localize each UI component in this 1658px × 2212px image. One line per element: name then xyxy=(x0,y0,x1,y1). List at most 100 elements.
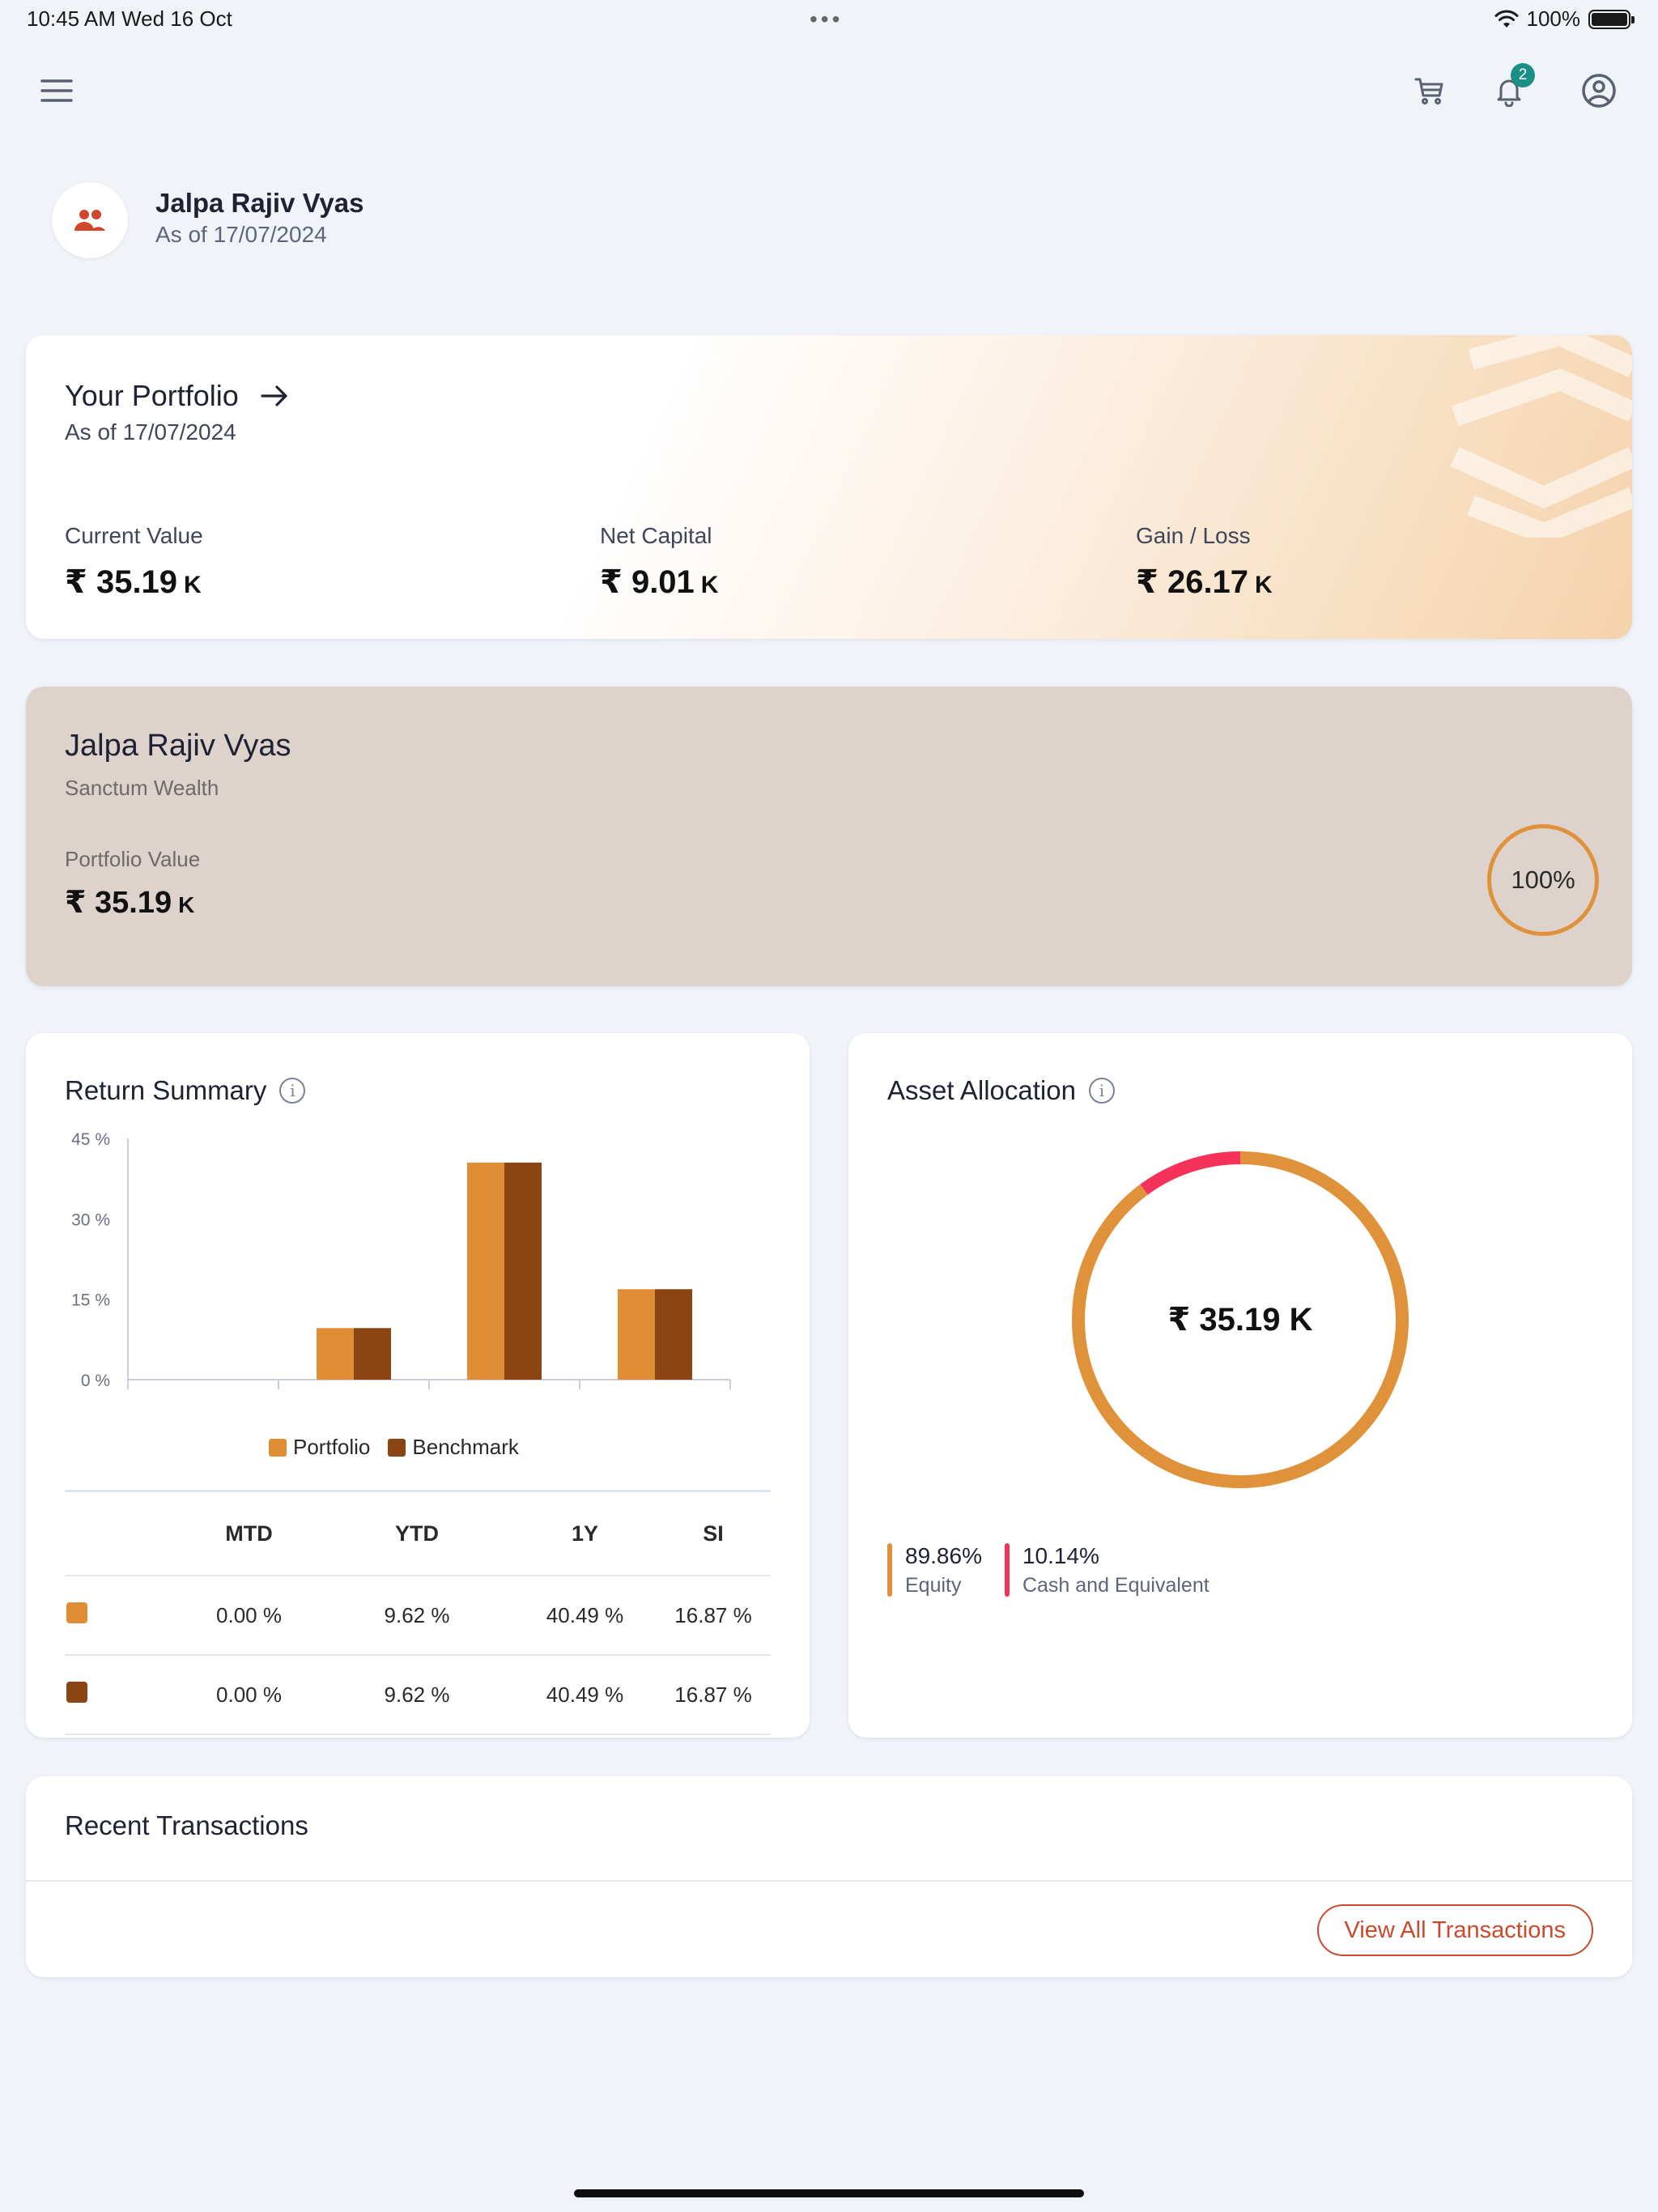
table-row: 0.00 % 9.62 % 40.49 % 16.87 % xyxy=(65,1576,771,1656)
profile-name: Jalpa Rajiv Vyas xyxy=(155,188,364,218)
legend-benchmark[interactable]: Benchmark xyxy=(388,1435,519,1460)
portfolio-value-label: Portfolio Value xyxy=(65,847,201,871)
legend-label: Benchmark xyxy=(412,1435,519,1459)
donut-center-total: ₹ 35.19 K xyxy=(1167,1302,1313,1338)
table-cell: 16.87 % xyxy=(674,1602,752,1627)
group-icon[interactable] xyxy=(52,182,128,258)
portfolio-share-ring: 100% xyxy=(1487,824,1599,936)
return-summary-header: Return Summary i xyxy=(65,1075,306,1106)
table-cell: 40.49 % xyxy=(546,1682,624,1707)
table-header: MTD xyxy=(225,1521,273,1546)
metric-net-capital: Net Capital ₹ 9.01 K xyxy=(600,523,718,601)
status-indicators: 100% xyxy=(1494,6,1635,32)
decorative-logo-pattern xyxy=(1450,335,1632,538)
bar-benchmark-1y xyxy=(504,1162,542,1380)
bar-portfolio-1y xyxy=(467,1162,504,1380)
table-cell: 9.62 % xyxy=(384,1682,450,1707)
metric-unit: K xyxy=(184,572,202,598)
metric-current-value: Current Value ₹ 35.19 K xyxy=(65,523,203,601)
table-header: 1Y xyxy=(571,1521,599,1546)
client-portfolio-card[interactable]: Jalpa Rajiv Vyas Sanctum Wealth Portfoli… xyxy=(26,687,1632,986)
asset-allocation-header: Asset Allocation i xyxy=(887,1075,1115,1106)
battery-icon xyxy=(1588,9,1635,29)
return-bar-chart: 0 % 15 % 30 % 45 % xyxy=(71,1130,731,1390)
metric-gain-loss: Gain / Loss ₹ 26.17 K xyxy=(1136,523,1273,601)
metric-label: Current Value xyxy=(65,523,203,548)
y-tick-label: 0 % xyxy=(81,1372,110,1390)
battery-percent: 100% xyxy=(1526,6,1581,31)
multitask-dots[interactable]: ••• xyxy=(810,6,844,32)
table-cell: 0.00 % xyxy=(216,1602,282,1627)
status-time: 10:45 AM Wed 16 Oct xyxy=(27,6,232,31)
portfolio-swatch xyxy=(66,1602,87,1623)
portfolio-value-unit: K xyxy=(178,892,195,917)
hamburger-menu-icon[interactable] xyxy=(32,66,81,115)
allocation-color-bar xyxy=(1004,1543,1010,1597)
allocation-item-equity[interactable]: 89.86% Equity xyxy=(887,1543,982,1597)
account-circle-icon[interactable] xyxy=(1575,66,1623,115)
asset-allocation-donut xyxy=(1072,1151,1409,1488)
cart-icon[interactable] xyxy=(1405,66,1454,115)
y-tick-label: 45 % xyxy=(71,1130,110,1149)
allocation-item-cash[interactable]: 10.14% Cash and Equivalent xyxy=(1004,1543,1209,1597)
return-summary-title: Return Summary xyxy=(65,1075,267,1105)
asset-allocation-card: Asset Allocation i ₹ 35.19 K 89.86% Equi… xyxy=(848,1033,1632,1738)
home-indicator[interactable] xyxy=(574,2189,1084,2197)
metric-label: Net Capital xyxy=(600,523,712,548)
bar-portfolio-ytd xyxy=(317,1328,354,1380)
client-name: Jalpa Rajiv Vyas xyxy=(65,729,291,763)
legend-swatch-portfolio xyxy=(269,1438,287,1457)
recent-transactions-title: Recent Transactions xyxy=(65,1810,308,1840)
portfolio-value: ₹ 35.19 xyxy=(65,886,172,920)
portfolio-as-of-date: As of 17/07/2024 xyxy=(65,419,236,445)
metric-unit: K xyxy=(1255,572,1273,598)
notification-badge: 2 xyxy=(1511,63,1535,87)
legend-label: Portfolio xyxy=(293,1435,371,1459)
donut-slice-cash-and-equivalent[interactable] xyxy=(1140,1151,1241,1195)
client-firm: Sanctum Wealth xyxy=(65,776,219,800)
bell-icon[interactable]: 2 xyxy=(1485,63,1535,115)
bar-benchmark-ytd xyxy=(354,1328,391,1380)
allocation-name: Cash and Equivalent xyxy=(1022,1574,1209,1597)
metric-value: ₹ 35.19 xyxy=(65,564,178,600)
return-summary-table: MTD YTD 1Y SI 0.00 % 9.62 % 40.49 % 16.8… xyxy=(65,1490,771,1735)
bar-benchmark-si xyxy=(655,1289,692,1380)
legend-portfolio[interactable]: Portfolio xyxy=(269,1435,370,1460)
table-header-row: MTD YTD 1Y SI xyxy=(65,1492,771,1576)
legend-swatch-benchmark xyxy=(388,1438,406,1457)
allocation-percent: 89.86% xyxy=(905,1543,982,1568)
table-row: 0.00 % 9.62 % 40.49 % 16.87 % xyxy=(65,1656,771,1735)
info-icon[interactable]: i xyxy=(1088,1078,1115,1104)
allocation-name: Equity xyxy=(905,1574,962,1597)
divider xyxy=(26,1880,1632,1882)
arrow-right-icon[interactable] xyxy=(260,385,289,407)
table-cell: 40.49 % xyxy=(546,1602,624,1627)
table-header: SI xyxy=(703,1521,724,1546)
table-cell: 0.00 % xyxy=(216,1682,282,1707)
allocation-percent: 10.14% xyxy=(1022,1543,1099,1568)
metric-label: Gain / Loss xyxy=(1136,523,1251,548)
bar-portfolio-si xyxy=(618,1289,655,1380)
portfolio-title-text: Your Portfolio xyxy=(65,379,239,412)
chart-legend: Portfolio Benchmark xyxy=(269,1435,519,1460)
benchmark-swatch xyxy=(66,1681,87,1703)
allocation-legend: 89.86% Equity 10.14% Cash and Equivalent xyxy=(887,1543,1209,1597)
return-summary-card: Return Summary i 0 % 15 % 30 % 45 % Portfol… xyxy=(26,1033,810,1738)
allocation-color-bar xyxy=(887,1543,892,1597)
info-icon[interactable]: i xyxy=(279,1078,306,1104)
wifi-icon xyxy=(1494,10,1518,28)
metric-unit: K xyxy=(700,572,719,598)
table-cell: 16.87 % xyxy=(674,1682,752,1707)
table-header: YTD xyxy=(395,1521,439,1546)
portfolio-card[interactable]: Your Portfolio As of 17/07/2024 Current … xyxy=(26,335,1632,639)
y-tick-label: 15 % xyxy=(71,1291,110,1310)
asset-allocation-title: Asset Allocation xyxy=(887,1075,1076,1105)
table-cell: 9.62 % xyxy=(384,1602,450,1627)
metric-value: ₹ 9.01 xyxy=(600,564,695,600)
donut-slice-equity[interactable] xyxy=(1072,1151,1409,1488)
metric-value: ₹ 26.17 xyxy=(1136,564,1249,600)
view-all-transactions-button[interactable]: View All Transactions xyxy=(1316,1904,1593,1956)
recent-transactions-card: Recent Transactions View All Transaction… xyxy=(26,1776,1632,1977)
portfolio-title[interactable]: Your Portfolio xyxy=(65,379,289,413)
profile-as-of-date: As of 17/07/2024 xyxy=(155,222,327,247)
